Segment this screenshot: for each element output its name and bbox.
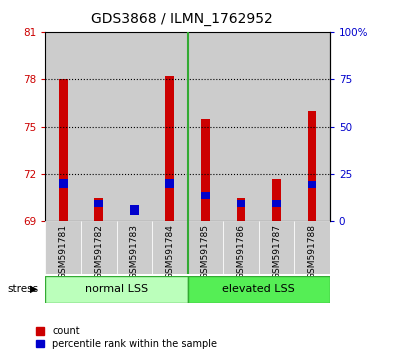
- Text: normal LSS: normal LSS: [85, 284, 148, 295]
- Bar: [152, 32, 188, 221]
- Bar: [59, 79, 68, 221]
- Bar: [45, 32, 81, 221]
- Text: GDS3868 / ILMN_1762952: GDS3868 / ILMN_1762952: [91, 12, 273, 27]
- Bar: [272, 200, 281, 207]
- Bar: [188, 32, 223, 221]
- FancyBboxPatch shape: [294, 221, 330, 274]
- Text: GSM591785: GSM591785: [201, 224, 210, 279]
- FancyBboxPatch shape: [117, 221, 152, 274]
- Text: GSM591781: GSM591781: [59, 224, 68, 279]
- FancyBboxPatch shape: [45, 221, 81, 274]
- Text: GSM591782: GSM591782: [94, 224, 103, 279]
- Text: GSM591786: GSM591786: [237, 224, 245, 279]
- Bar: [201, 119, 210, 221]
- Bar: [81, 32, 117, 221]
- Bar: [259, 32, 294, 221]
- FancyBboxPatch shape: [188, 221, 223, 274]
- Bar: [223, 32, 259, 221]
- Bar: [130, 205, 139, 215]
- Bar: [117, 32, 152, 221]
- FancyBboxPatch shape: [223, 221, 259, 274]
- Text: GSM591787: GSM591787: [272, 224, 281, 279]
- FancyBboxPatch shape: [259, 221, 294, 274]
- Bar: [59, 179, 68, 188]
- FancyBboxPatch shape: [188, 276, 330, 303]
- Text: elevated LSS: elevated LSS: [222, 284, 295, 295]
- Bar: [308, 181, 316, 188]
- Bar: [94, 198, 103, 221]
- Text: GSM591784: GSM591784: [166, 224, 174, 279]
- FancyBboxPatch shape: [45, 276, 188, 303]
- Bar: [308, 111, 316, 221]
- FancyBboxPatch shape: [152, 221, 188, 274]
- Bar: [166, 179, 174, 188]
- Bar: [94, 200, 103, 207]
- Legend: count, percentile rank within the sample: count, percentile rank within the sample: [36, 326, 217, 349]
- Bar: [201, 192, 210, 199]
- Text: GSM591788: GSM591788: [308, 224, 316, 279]
- FancyBboxPatch shape: [81, 221, 117, 274]
- Bar: [294, 32, 330, 221]
- Text: stress: stress: [8, 284, 39, 294]
- Bar: [166, 76, 174, 221]
- Text: ▶: ▶: [30, 284, 37, 294]
- Bar: [237, 200, 245, 207]
- Text: GSM591783: GSM591783: [130, 224, 139, 279]
- Bar: [237, 198, 245, 221]
- Bar: [272, 179, 281, 221]
